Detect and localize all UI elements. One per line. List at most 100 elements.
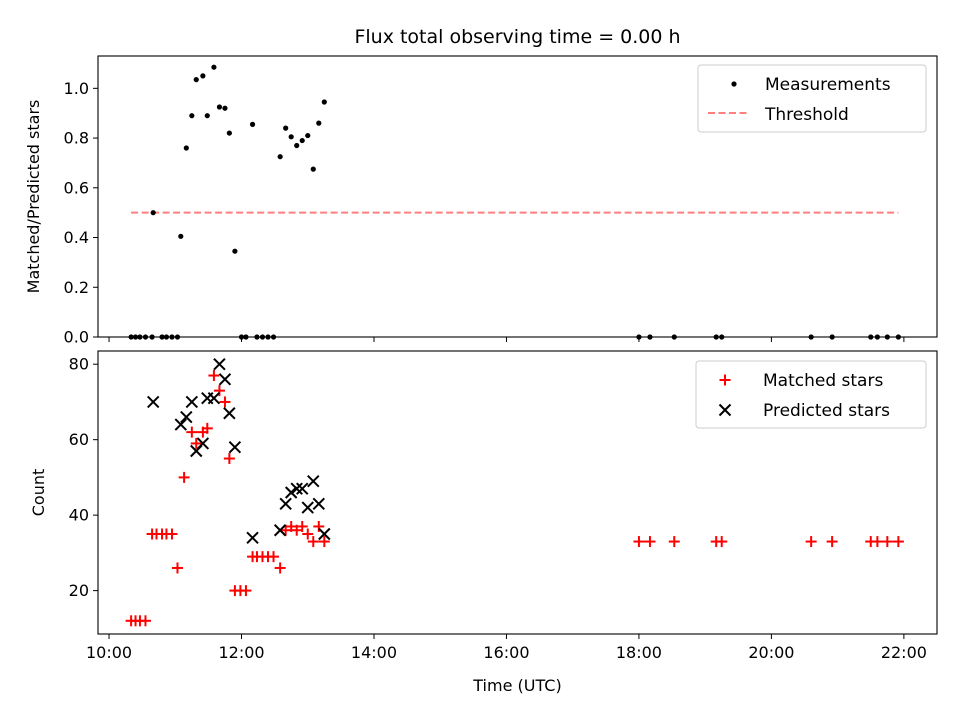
y-tick-label: 0.6 bbox=[64, 178, 89, 197]
x-tick-label: 10:00 bbox=[86, 643, 132, 662]
legend-marker-predicted-stars bbox=[718, 403, 732, 417]
predicted-star-point bbox=[318, 527, 331, 541]
measurement-point bbox=[294, 142, 300, 149]
bottom-legend-box bbox=[695, 360, 927, 429]
x-tick: 12:00 bbox=[218, 634, 265, 662]
measurement-point bbox=[163, 334, 170, 340]
predicted-star-point bbox=[228, 441, 242, 454]
x-tick-label: 18:00 bbox=[616, 643, 662, 662]
legend-dot bbox=[731, 81, 737, 87]
plot-frame bbox=[97, 350, 938, 635]
y-tick-label: 20 bbox=[69, 581, 89, 600]
plot-frame bbox=[97, 55, 938, 338]
matched-star-point bbox=[268, 551, 280, 563]
matched-star-point bbox=[871, 536, 883, 548]
top-panel: 0.0 0.2 0.4 0.6 0.8 1.0 bbox=[64, 55, 938, 347]
matched-star-point bbox=[213, 385, 225, 397]
measurement-point bbox=[299, 137, 305, 144]
predicted-star-point bbox=[185, 395, 199, 409]
measurement-point bbox=[216, 104, 223, 110]
matched-star-point bbox=[219, 396, 231, 408]
x-tick-label: 20:00 bbox=[748, 643, 794, 662]
legend-marker-matched-stars bbox=[719, 374, 731, 386]
measurement-point bbox=[259, 334, 266, 340]
measurement-point bbox=[128, 334, 134, 340]
matched-star-point bbox=[826, 536, 838, 548]
legend-label-predicted-stars: Predicted stars bbox=[763, 401, 890, 421]
measurement-point bbox=[232, 248, 238, 254]
matched-star-point bbox=[274, 562, 286, 574]
measurement-point bbox=[169, 334, 175, 340]
y-tick: 1.0 bbox=[64, 79, 98, 98]
measurement-point bbox=[142, 334, 149, 340]
measurement-point bbox=[254, 334, 260, 340]
legend-cross bbox=[718, 403, 732, 417]
y-tick-label: 80 bbox=[69, 355, 89, 374]
matched-star-point bbox=[892, 536, 904, 548]
y-tick-label: 40 bbox=[69, 506, 89, 525]
matched-star-point bbox=[668, 536, 680, 548]
y-tick: 60 bbox=[69, 430, 98, 449]
predicted-star-point bbox=[307, 474, 320, 488]
matched-star-point bbox=[307, 536, 319, 548]
measurement-point bbox=[277, 154, 283, 160]
chart-title: Flux total observing time = 0.00 h bbox=[354, 26, 680, 48]
predicted-star-point bbox=[223, 407, 236, 420]
measurement-point bbox=[200, 73, 206, 79]
measurement-point bbox=[174, 334, 181, 340]
bottom-panel: 20 40 60 80 10:00 12:00 14:00 16:00 18:00 20:00 22… bbox=[69, 350, 938, 662]
measurement-point bbox=[868, 334, 874, 340]
y-tick: 0.8 bbox=[64, 129, 98, 148]
measurement-point bbox=[283, 125, 289, 131]
predicted-star-point bbox=[279, 497, 292, 511]
matched-star-point bbox=[285, 520, 297, 532]
predicted-star-point bbox=[273, 524, 287, 537]
x-tick: 18:00 bbox=[616, 634, 662, 662]
y-tick: 80 bbox=[69, 355, 98, 374]
matched-star-point bbox=[318, 536, 330, 548]
matched-star-point bbox=[178, 471, 190, 483]
measurement-point bbox=[874, 334, 880, 340]
measurement-point bbox=[159, 334, 165, 340]
measurement-point bbox=[243, 334, 249, 340]
y-tick-label: 0.8 bbox=[64, 129, 89, 148]
matched-star-point bbox=[313, 520, 325, 532]
predicted-star-point bbox=[180, 410, 193, 424]
measurement-point bbox=[178, 233, 184, 239]
x-tick: 14:00 bbox=[351, 634, 397, 662]
y-tick: 0.2 bbox=[64, 278, 98, 297]
measurement-point bbox=[183, 145, 189, 151]
measurement-point bbox=[204, 113, 210, 119]
measurement-point bbox=[270, 334, 277, 340]
measurement-point bbox=[719, 334, 725, 340]
measurement-point bbox=[713, 334, 719, 340]
matched-star-point bbox=[644, 536, 656, 548]
y-tick-label: 0.4 bbox=[64, 228, 89, 247]
measurement-point bbox=[249, 121, 256, 127]
measurement-point bbox=[321, 99, 327, 105]
matched-star-point bbox=[716, 536, 728, 548]
predicted-star-point bbox=[284, 486, 298, 499]
x-axis-label: Time (UTC) bbox=[472, 676, 561, 695]
matched-star-point bbox=[805, 536, 817, 548]
measurement-point bbox=[149, 334, 155, 340]
y-tick-label: 1.0 bbox=[64, 79, 89, 98]
bottom-y-axis-label: Count bbox=[29, 469, 48, 517]
measurement-point bbox=[671, 334, 677, 340]
y-tick: 0.4 bbox=[64, 228, 98, 247]
matched-star-point bbox=[296, 520, 308, 532]
matched-stars-series bbox=[125, 370, 904, 627]
predicted-stars-series bbox=[146, 357, 331, 544]
y-tick-label: 60 bbox=[69, 430, 89, 449]
measurement-point bbox=[808, 334, 814, 340]
measurement-point bbox=[895, 334, 901, 340]
measurement-point bbox=[884, 334, 890, 340]
measurement-point bbox=[132, 334, 139, 340]
matched-star-point bbox=[240, 585, 252, 597]
predicted-star-point bbox=[196, 437, 210, 450]
matched-star-point bbox=[291, 524, 303, 536]
y-tick: 0.0 bbox=[64, 328, 98, 347]
x-tick-label: 16:00 bbox=[483, 643, 529, 662]
matched-star-point bbox=[166, 528, 178, 540]
